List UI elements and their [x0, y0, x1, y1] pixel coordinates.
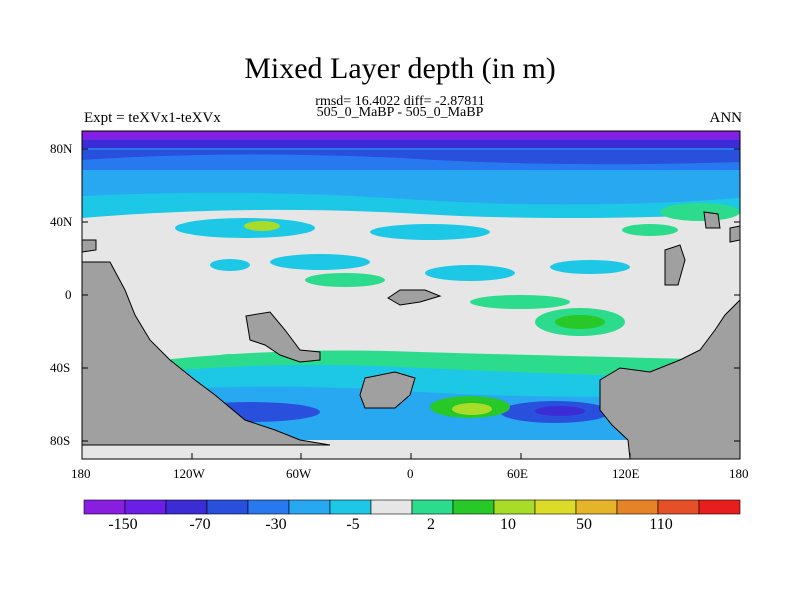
experiment-label: Expt = teXVx1-teXVx	[84, 110, 221, 126]
north-band-cyan	[82, 192, 740, 218]
lat-label-80n: 80N	[50, 141, 73, 156]
colorbar-label: -150	[108, 516, 138, 533]
lon-label-120w: 120W	[173, 466, 205, 481]
arctic-band-purple	[82, 140, 740, 148]
land	[81, 211, 741, 460]
colorbar-label: -5	[346, 516, 360, 533]
top-strip	[82, 131, 740, 135]
colorbar-swatch	[493, 499, 536, 515]
lon-label-0: 0	[407, 466, 414, 481]
tropic-blob-4	[550, 260, 630, 274]
colorbar-swatch	[83, 499, 126, 515]
colorbar-label: -30	[265, 516, 287, 533]
lon-label-180e: 180	[729, 466, 749, 481]
north-blob-green-2	[660, 203, 740, 221]
colorbar-swatch	[329, 499, 372, 515]
colorbar-swatch	[575, 499, 618, 515]
colorbar-label: 10	[500, 516, 516, 533]
colorbar-swatch	[698, 499, 741, 515]
lon-label-120e: 120E	[612, 466, 640, 481]
land-south-atlantic	[387, 289, 442, 306]
colorbar-swatch	[165, 499, 208, 515]
colorbar-swatch	[411, 499, 454, 515]
tropic-blob-8	[555, 315, 605, 329]
colorbar-label: 110	[649, 516, 673, 533]
land-australasia	[599, 298, 741, 460]
lat-ticks	[82, 148, 740, 442]
run-line: 505_0_MaBP - 505_0_MaBP	[316, 105, 484, 120]
tropic-blob-6	[470, 295, 570, 309]
colorbar-swatch	[370, 499, 413, 515]
tropic-blob-2	[270, 254, 370, 270]
colorbar-swatch	[452, 499, 495, 515]
lat-label-40s: 40S	[50, 360, 71, 375]
season-label: ANN	[709, 110, 743, 126]
tropic-blob-1	[210, 259, 250, 271]
land-africa	[359, 371, 416, 409]
lon-label-60w: 60W	[286, 466, 312, 481]
tropic-blob-3	[425, 265, 515, 281]
colorbar-label: 2	[427, 516, 435, 533]
figure-title: Mixed Layer depth (in m)	[244, 52, 556, 85]
lat-label-80s: 80S	[50, 433, 71, 448]
colorbar-swatch	[534, 499, 577, 515]
colorbar-swatch	[124, 499, 167, 515]
south-blob-yellow	[452, 403, 492, 415]
tropic-blob-5	[305, 273, 385, 287]
lat-label-40n: 40N	[50, 214, 73, 229]
colorbar-swatch	[288, 499, 331, 515]
lat-label-0: 0	[65, 287, 72, 302]
colorbar-label: -70	[189, 516, 211, 533]
colorbar-swatch	[657, 499, 700, 515]
lon-label-180w: 180	[71, 466, 91, 481]
lon-label-60e: 60E	[507, 466, 528, 481]
colorbar	[83, 499, 741, 515]
north-blob-cyan-2	[370, 224, 490, 240]
colorbar-swatch	[247, 499, 290, 515]
colorbar-swatch	[616, 499, 659, 515]
north-blob-green-1	[244, 221, 280, 231]
stats-line: rmsd= 16.4022 diff= -2.87811	[315, 94, 485, 109]
colorbar-swatch	[206, 499, 249, 515]
land-south-america	[245, 311, 321, 363]
north-blob-green-3	[622, 224, 678, 236]
land-pacific-island	[664, 244, 686, 286]
north-band-darkblue	[82, 150, 740, 165]
north-blob-cyan-1	[175, 218, 315, 238]
south-blob-purple	[535, 406, 585, 416]
lon-ticks	[81, 453, 741, 459]
colorbar-label: 50	[576, 516, 592, 533]
